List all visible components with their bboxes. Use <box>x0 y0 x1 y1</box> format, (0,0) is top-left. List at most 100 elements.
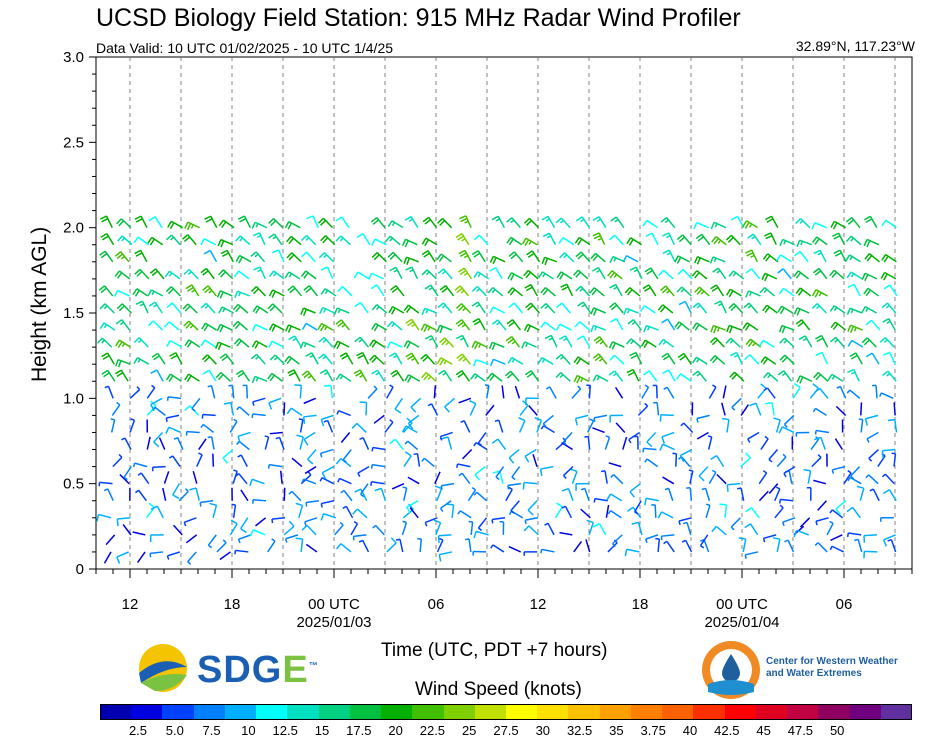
wind-barb <box>374 354 385 365</box>
wind-barb <box>593 307 606 314</box>
wind-barb-feather <box>116 518 119 527</box>
wind-barb <box>893 453 897 467</box>
wind-barb-feather <box>221 221 227 229</box>
wind-barb <box>375 322 388 331</box>
wind-barb-feather <box>829 269 835 277</box>
wind-barb-feather <box>133 337 140 344</box>
wind-barb-half-feather <box>783 240 787 245</box>
wind-barb-feather <box>116 218 122 225</box>
wind-barb-feather <box>883 255 889 263</box>
wind-barb <box>770 215 779 229</box>
wind-barb <box>245 385 249 399</box>
wind-barb-half-feather <box>829 520 834 524</box>
wind-barb-half-feather <box>718 303 723 307</box>
wind-barb <box>610 509 622 519</box>
wind-barb-feather <box>793 270 799 277</box>
wind-barb-feather <box>861 306 866 314</box>
wind-barb-feather <box>815 374 822 381</box>
wind-barb-half-feather <box>233 469 238 473</box>
wind-barb <box>156 369 164 382</box>
wind-barb-feather <box>420 353 427 360</box>
sdge-logo: SDGE™ <box>135 643 325 693</box>
wind-barb <box>734 371 745 382</box>
wind-barb-feather <box>589 287 595 294</box>
wind-barb-half-feather <box>818 292 822 297</box>
wind-barb-feather <box>437 217 444 224</box>
wind-barb-feather <box>725 337 732 344</box>
wind-barb <box>238 534 252 540</box>
wind-barb-feather <box>833 235 841 240</box>
wind-barb-feather <box>865 289 872 297</box>
wind-barb-half-feather <box>427 403 432 407</box>
wind-barb-feather <box>406 341 411 349</box>
wind-barb-feather <box>606 493 612 501</box>
wind-barb-half-feather <box>463 254 469 259</box>
wind-barb <box>255 286 267 297</box>
wind-barb <box>303 414 317 418</box>
wind-barb-feather <box>777 305 783 313</box>
wind-barb-feather <box>441 287 448 293</box>
wind-barb-feather <box>798 335 806 341</box>
wind-barb <box>646 458 659 468</box>
wind-barb <box>831 545 845 553</box>
wind-barb <box>729 288 742 297</box>
chart-title: UCSD Biology Field Station: 915 MHz Rada… <box>96 4 741 32</box>
wind-barb <box>394 438 404 450</box>
wind-barb-feather <box>779 354 786 361</box>
wind-barb <box>442 302 453 314</box>
wind-barb-half-feather <box>103 488 109 492</box>
wind-barb-feather <box>149 268 157 274</box>
wind-barb-feather <box>592 308 598 316</box>
wind-barb-feather <box>592 232 600 237</box>
wind-barb-feather <box>525 271 532 279</box>
wind-barb-feather <box>573 269 579 276</box>
wind-barb-feather <box>96 337 103 344</box>
wind-barb-feather <box>271 325 277 332</box>
wind-barb-half-feather <box>460 289 465 294</box>
wind-barb <box>799 287 812 297</box>
wind-barb-half-feather <box>478 527 483 532</box>
wind-barb <box>613 234 624 246</box>
wind-barb <box>339 477 352 485</box>
wind-barb <box>168 426 182 434</box>
wind-barb-feather <box>661 436 666 444</box>
wind-barb-half-feather <box>596 218 601 222</box>
wind-barb <box>238 440 250 451</box>
wind-barb-feather <box>320 219 327 226</box>
wind-barb-half-feather <box>342 505 347 509</box>
wind-barb <box>868 474 879 485</box>
wind-barb-half-feather <box>680 288 685 293</box>
wind-barb <box>202 423 215 434</box>
wind-barb-feather <box>269 305 276 312</box>
wind-barb-feather <box>305 352 313 357</box>
wind-barb-feather <box>147 289 152 297</box>
y-tick-label: 1.0 <box>63 390 84 407</box>
wind-barb-feather <box>405 306 412 313</box>
wind-barb <box>510 500 520 512</box>
wind-barb-feather <box>575 271 582 278</box>
wind-barb-half-feather <box>324 289 329 295</box>
wind-barb <box>635 266 643 280</box>
wind-barb-feather <box>438 554 442 562</box>
y-tick-label: 2.5 <box>63 134 84 151</box>
wind-barb <box>857 539 863 553</box>
wind-barb <box>291 457 303 468</box>
wind-barb <box>748 302 759 314</box>
wind-barb <box>121 319 131 331</box>
wind-barb-half-feather <box>495 476 500 481</box>
wind-barb <box>407 476 420 485</box>
wind-barb <box>727 482 741 486</box>
wind-barb-feather <box>424 284 432 290</box>
wind-barb-feather <box>803 468 811 472</box>
wind-barb-feather <box>883 284 891 290</box>
wind-barb-half-feather <box>589 418 594 422</box>
wind-barb-feather <box>209 502 217 506</box>
wind-barb-half-feather <box>440 485 443 490</box>
wind-barb-feather <box>271 290 277 298</box>
wind-barb-feather <box>486 372 493 380</box>
wind-barb-feather <box>386 321 393 328</box>
wind-barb <box>666 540 675 553</box>
wind-barb-half-feather <box>475 304 481 308</box>
wind-barb <box>594 497 608 502</box>
wind-barb <box>251 478 265 485</box>
